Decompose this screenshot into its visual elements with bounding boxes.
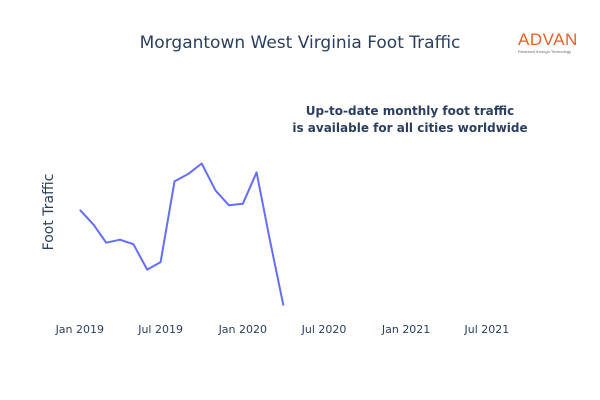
logo-wordmark: ADVAN (518, 30, 578, 49)
annotation-line-1: Up-to-date monthly foot traffic (305, 104, 515, 118)
x-tick-label: Jan 2021 (381, 323, 430, 336)
advan-logo: ADVAN Research through Technology (518, 31, 590, 57)
chart-title: Morgantown West Virginia Foot Traffic (139, 33, 461, 53)
x-tick-label: Jan 2020 (218, 323, 267, 336)
annotation-line-2: is available for all cities worldwide (292, 121, 528, 135)
x-axis-ticks: Jan 2019 Jul 2019 Jan 2020 Jul 2020 Jan 2021… (55, 323, 510, 336)
x-tick-label: Jul 2019 (137, 323, 183, 336)
x-tick-label: Jan 2019 (55, 323, 104, 336)
x-tick-label: Jul 2020 (301, 323, 347, 336)
chart-annotation: Up-to-date monthly foot traffic is avail… (260, 103, 560, 137)
logo-tagline: Research through Technology (518, 49, 572, 54)
series-layer (79, 162, 285, 306)
series-line-0 (79, 162, 285, 306)
x-tick-label: Jul 2021 (464, 323, 510, 336)
